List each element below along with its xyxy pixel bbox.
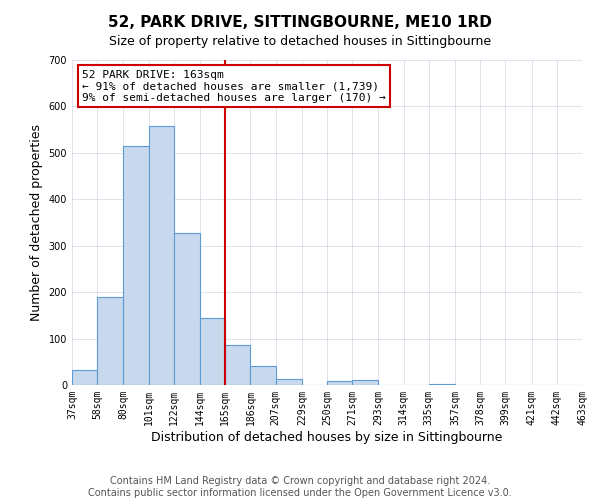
Bar: [429, 384, 455, 385]
Bar: [97, 297, 124, 385]
Text: Size of property relative to detached houses in Sittingbourne: Size of property relative to detached ho…: [109, 35, 491, 48]
Bar: [174, 232, 200, 385]
Bar: [275, 378, 302, 385]
Bar: [352, 380, 379, 385]
Bar: [327, 381, 352, 385]
Bar: [149, 126, 174, 385]
X-axis label: Distribution of detached houses by size in Sittingbourne: Distribution of detached houses by size …: [151, 430, 503, 444]
Text: 52, PARK DRIVE, SITTINGBOURNE, ME10 1RD: 52, PARK DRIVE, SITTINGBOURNE, ME10 1RD: [108, 15, 492, 30]
Text: 52 PARK DRIVE: 163sqm
← 91% of detached houses are smaller (1,739)
9% of semi-de: 52 PARK DRIVE: 163sqm ← 91% of detached …: [82, 70, 386, 103]
Bar: [72, 370, 97, 385]
Text: Contains HM Land Registry data © Crown copyright and database right 2024.
Contai: Contains HM Land Registry data © Crown c…: [88, 476, 512, 498]
Bar: [200, 318, 225, 385]
Bar: [124, 146, 149, 385]
Bar: [250, 366, 275, 385]
Bar: [225, 344, 250, 385]
Y-axis label: Number of detached properties: Number of detached properties: [30, 124, 43, 321]
